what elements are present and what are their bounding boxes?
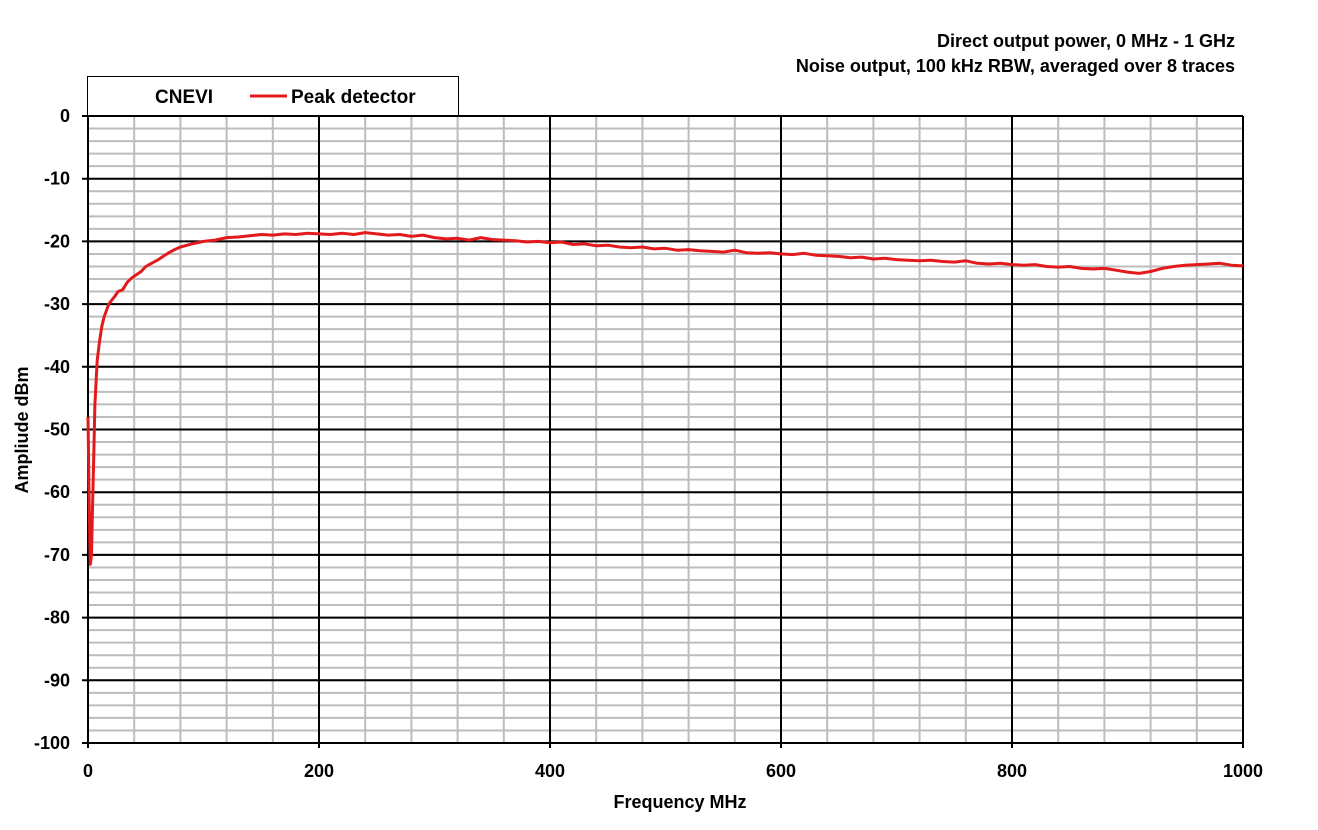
- x-tick-label: 1000: [1223, 761, 1263, 781]
- y-axis-label: Ampliude dBm: [12, 366, 32, 493]
- y-tick-label: -100: [34, 733, 70, 753]
- x-tick-label: 0: [83, 761, 93, 781]
- y-tick-label: -30: [44, 294, 70, 314]
- x-tick-label: 400: [535, 761, 565, 781]
- y-tick-label: -20: [44, 231, 70, 251]
- y-tick-label: -80: [44, 608, 70, 628]
- y-tick-label: -40: [44, 357, 70, 377]
- legend: CNEVI Peak detector: [87, 76, 459, 116]
- y-tick-label: -50: [44, 420, 70, 440]
- chart-title-line-1: Direct output power, 0 MHz - 1 GHz: [937, 31, 1235, 51]
- y-tick-label: -90: [44, 670, 70, 690]
- chart-title-line-2: Noise output, 100 kHz RBW, averaged over…: [796, 56, 1235, 76]
- legend-entry-peak-detector: Peak detector: [291, 87, 416, 108]
- x-axis-label: Frequency MHz: [613, 792, 746, 812]
- x-axis-ticks: 0 200 400 600 800 1000: [83, 761, 1263, 781]
- legend-title: CNEVI: [155, 87, 213, 108]
- x-tick-label: 200: [304, 761, 334, 781]
- major-grid: [82, 76, 1244, 748]
- y-tick-label: -10: [44, 169, 70, 189]
- y-tick-label: -70: [44, 545, 70, 565]
- x-tick-label: 800: [997, 761, 1027, 781]
- series-line-peak-detector: [86, 231, 1244, 566]
- y-tick-label: 0: [60, 106, 70, 126]
- x-tick-label: 600: [766, 761, 796, 781]
- y-tick-label: -60: [44, 482, 70, 502]
- y-axis-ticks: 0 -10 -20 -30 -40 -50 -60 -70 -80 -90 -100: [34, 106, 70, 753]
